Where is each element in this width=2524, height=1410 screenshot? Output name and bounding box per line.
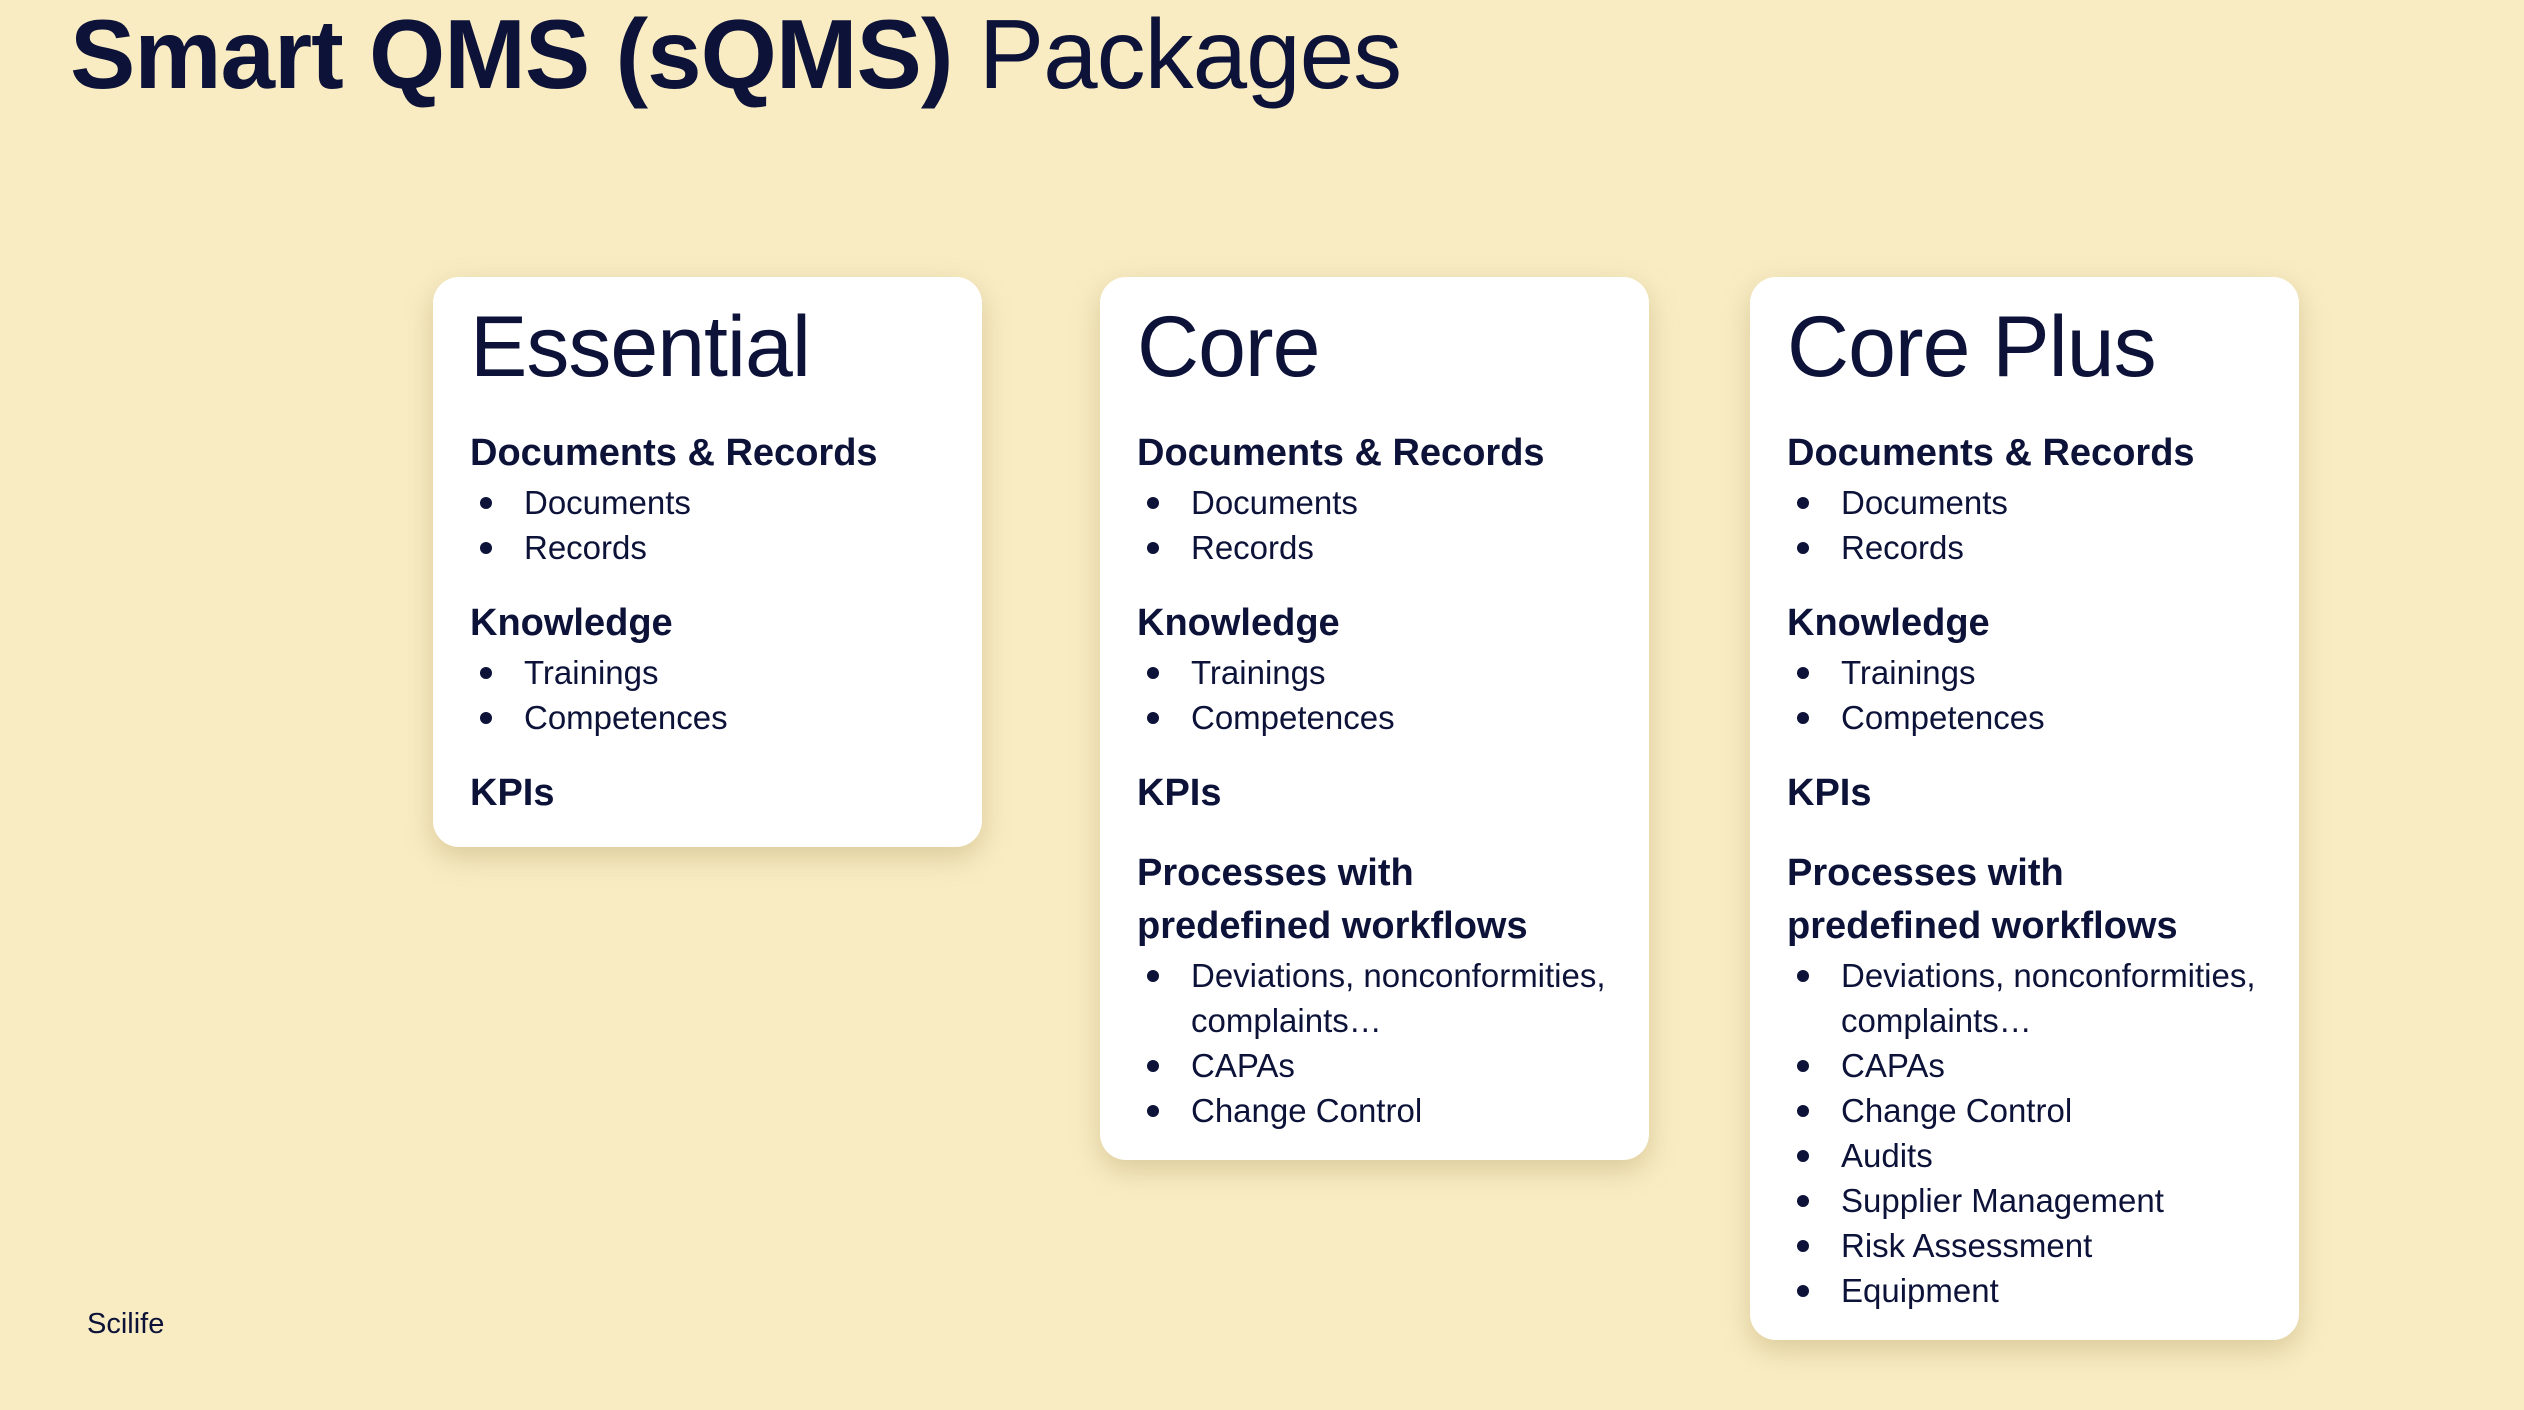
feature-list: Trainings Competences <box>1787 650 2269 740</box>
feature-section: KPIs <box>1787 767 2269 820</box>
feature-item: Trainings <box>1137 650 1619 695</box>
section-heading: KPIs <box>1787 772 1872 814</box>
package-card-core: Core Documents & Records Documents Records K… <box>1100 277 1649 1160</box>
feature-item: Documents <box>1137 480 1619 525</box>
section-heading: Knowledge <box>470 602 673 644</box>
feature-section: Knowledge Trainings Competences <box>1787 597 2269 740</box>
title-regular: Packages <box>978 0 1402 109</box>
feature-list: Documents Records <box>1137 480 1619 570</box>
section-heading: Documents & Records <box>1787 432 2195 474</box>
feature-item: Supplier Management <box>1787 1178 2269 1223</box>
feature-item: Trainings <box>470 650 952 695</box>
feature-list: Trainings Competences <box>470 650 952 740</box>
feature-item: Audits <box>1787 1133 2269 1178</box>
feature-item: CAPAs <box>1787 1043 2269 1088</box>
feature-list: Deviations, nonconformities, complaints…… <box>1787 953 2269 1313</box>
feature-section: KPIs <box>470 767 952 820</box>
feature-item: Competences <box>470 695 952 740</box>
feature-item: Competences <box>1787 695 2269 740</box>
package-name: Core Plus <box>1787 299 2157 395</box>
footer-brand: Scilife <box>87 1308 165 1340</box>
page-title: Smart QMS (sQMS) Packages <box>70 0 1402 114</box>
feature-item: Deviations, nonconformities, complaints… <box>1137 953 1619 1043</box>
feature-section: Processes with predefined workflows Devia… <box>1137 847 1619 1133</box>
package-card-core-plus: Core Plus Documents & Records Documents Rec… <box>1750 277 2299 1340</box>
section-heading: KPIs <box>470 772 555 814</box>
feature-item: Deviations, nonconformities, complaints… <box>1787 953 2269 1043</box>
section-heading: Processes with predefined workflows <box>1137 852 1528 947</box>
feature-item: Trainings <box>1787 650 2269 695</box>
section-heading: KPIs <box>1137 772 1222 814</box>
feature-item: Competences <box>1137 695 1619 740</box>
package-card-essential: Essential Documents & Records Documents Rec… <box>433 277 982 847</box>
feature-section: Processes with predefined workflows Devia… <box>1787 847 2269 1313</box>
feature-section: Documents & Records Documents Records <box>1787 427 2269 570</box>
feature-section: Knowledge Trainings Competences <box>470 597 952 740</box>
feature-section: Documents & Records Documents Records <box>470 427 952 570</box>
feature-list: Trainings Competences <box>1137 650 1619 740</box>
feature-list: Documents Records <box>470 480 952 570</box>
package-name: Core <box>1137 299 1320 395</box>
feature-section: Documents & Records Documents Records <box>1137 427 1619 570</box>
section-heading: Processes with predefined workflows <box>1787 852 2178 947</box>
feature-item: Change Control <box>1137 1088 1619 1133</box>
feature-item: Equipment <box>1787 1268 2269 1313</box>
feature-item: Documents <box>1787 480 2269 525</box>
feature-item: Risk Assessment <box>1787 1223 2269 1268</box>
feature-section: Knowledge Trainings Competences <box>1137 597 1619 740</box>
feature-item: Records <box>470 525 952 570</box>
feature-list: Documents Records <box>1787 480 2269 570</box>
feature-item: CAPAs <box>1137 1043 1619 1088</box>
feature-item: Documents <box>470 480 952 525</box>
section-heading: Knowledge <box>1787 602 1990 644</box>
feature-section: KPIs <box>1137 767 1619 820</box>
section-heading: Knowledge <box>1137 602 1340 644</box>
section-heading: Documents & Records <box>470 432 878 474</box>
section-heading: Documents & Records <box>1137 432 1545 474</box>
package-name: Essential <box>470 299 811 395</box>
title-bold: Smart QMS (sQMS) <box>70 0 953 109</box>
feature-item: Change Control <box>1787 1088 2269 1133</box>
feature-list: Deviations, nonconformities, complaints…… <box>1137 953 1619 1133</box>
feature-item: Records <box>1787 525 2269 570</box>
feature-item: Records <box>1137 525 1619 570</box>
